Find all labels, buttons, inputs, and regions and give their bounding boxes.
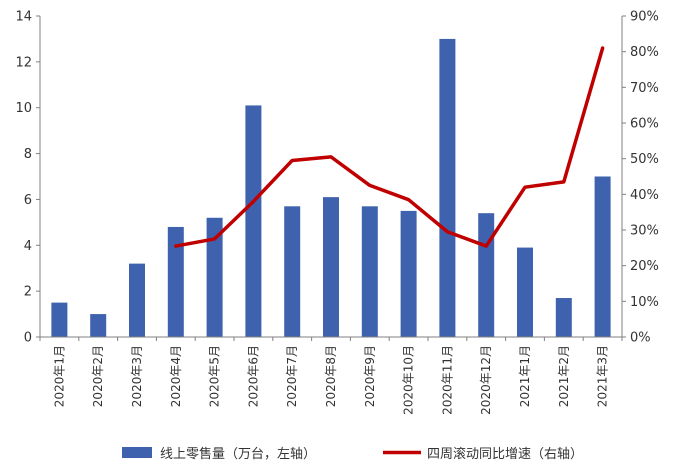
right-tick-label: 60% xyxy=(630,117,659,132)
left-tick-label: 0 xyxy=(24,331,32,346)
x-tick-label: 2020年7月 xyxy=(285,345,299,407)
left-tick-label: 2 xyxy=(24,285,32,300)
bar-series xyxy=(51,38,611,338)
left-tick-label: 10 xyxy=(15,101,32,116)
bar xyxy=(284,206,301,337)
left-tick-label: 12 xyxy=(15,55,32,70)
line-path xyxy=(174,46,605,248)
legend: 线上零售量（万台，左轴） 四周滚动同比增速（右轴） xyxy=(122,446,583,462)
bar xyxy=(206,217,223,337)
bar xyxy=(51,302,68,337)
right-tick-label: 0% xyxy=(630,331,651,346)
bar xyxy=(167,226,184,337)
x-tick-label: 2020年3月 xyxy=(130,345,144,407)
right-tick-label: 80% xyxy=(630,45,659,60)
x-tick-label: 2020年11月 xyxy=(440,345,454,415)
bar xyxy=(90,314,107,337)
x-tick-label: 2021年1月 xyxy=(518,345,532,407)
bar xyxy=(555,298,572,337)
legend-bar-swatch xyxy=(122,447,152,458)
bar xyxy=(517,247,533,337)
bar xyxy=(361,206,378,337)
x-tick-label: 2020年4月 xyxy=(169,345,183,407)
bar xyxy=(245,105,262,338)
x-tick-label: 2021年3月 xyxy=(596,345,610,407)
x-axis-ticks: 2020年1月 2020年2月 2020年3月 2020年4月 2020年5月 2020年… xyxy=(39,337,623,415)
left-axis-ticks: 0 2 4 6 8 10 12 14 xyxy=(15,10,40,346)
left-tick-label: 8 xyxy=(24,147,32,162)
x-tick-label: 2020年9月 xyxy=(363,345,377,407)
right-tick-label: 40% xyxy=(630,188,659,203)
bar xyxy=(129,263,145,337)
x-tick-label: 2020年8月 xyxy=(324,345,338,407)
bar xyxy=(400,210,417,337)
bar xyxy=(439,38,456,338)
legend-bar-label: 线上零售量（万台，左轴） xyxy=(160,446,316,462)
legend-line-label: 四周滚动同比增速（右轴） xyxy=(427,446,583,462)
right-tick-label: 20% xyxy=(630,259,659,274)
right-tick-label: 10% xyxy=(630,295,659,310)
left-tick-label: 4 xyxy=(24,239,32,254)
right-tick-label: 30% xyxy=(630,224,659,239)
x-tick-label: 2020年2月 xyxy=(91,345,105,407)
bar xyxy=(478,213,495,337)
bar xyxy=(594,176,611,337)
line-series xyxy=(174,46,605,248)
left-tick-label: 6 xyxy=(24,193,32,208)
bar xyxy=(323,197,339,337)
right-axis-ticks: 0% 10% 20% 30% 40% 50% 60% 70% 80% 90% xyxy=(622,10,659,346)
x-tick-label: 2020年5月 xyxy=(208,345,222,407)
x-tick-label: 2020年6月 xyxy=(246,345,260,407)
right-tick-label: 70% xyxy=(630,81,659,96)
x-tick-label: 2020年1月 xyxy=(52,345,66,407)
x-tick-label: 2020年10月 xyxy=(402,345,416,415)
left-tick-label: 14 xyxy=(15,10,32,25)
axes xyxy=(39,16,623,338)
x-tick-label: 2020年12月 xyxy=(479,345,493,415)
x-tick-label: 2021年2月 xyxy=(557,345,571,407)
right-tick-label: 90% xyxy=(630,10,659,25)
right-tick-label: 50% xyxy=(630,152,659,167)
